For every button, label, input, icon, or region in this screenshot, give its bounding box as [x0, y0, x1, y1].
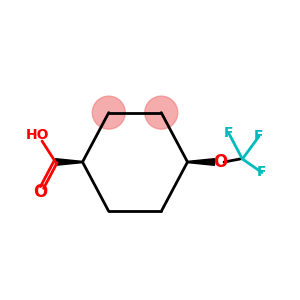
Polygon shape — [56, 159, 82, 165]
Text: F: F — [257, 166, 267, 179]
Circle shape — [145, 96, 178, 129]
Text: O: O — [33, 183, 48, 201]
Circle shape — [92, 96, 125, 129]
Polygon shape — [188, 159, 214, 165]
Text: F: F — [254, 130, 264, 143]
Text: F: F — [224, 127, 234, 140]
Text: O: O — [213, 153, 227, 171]
Text: HO: HO — [26, 128, 49, 142]
